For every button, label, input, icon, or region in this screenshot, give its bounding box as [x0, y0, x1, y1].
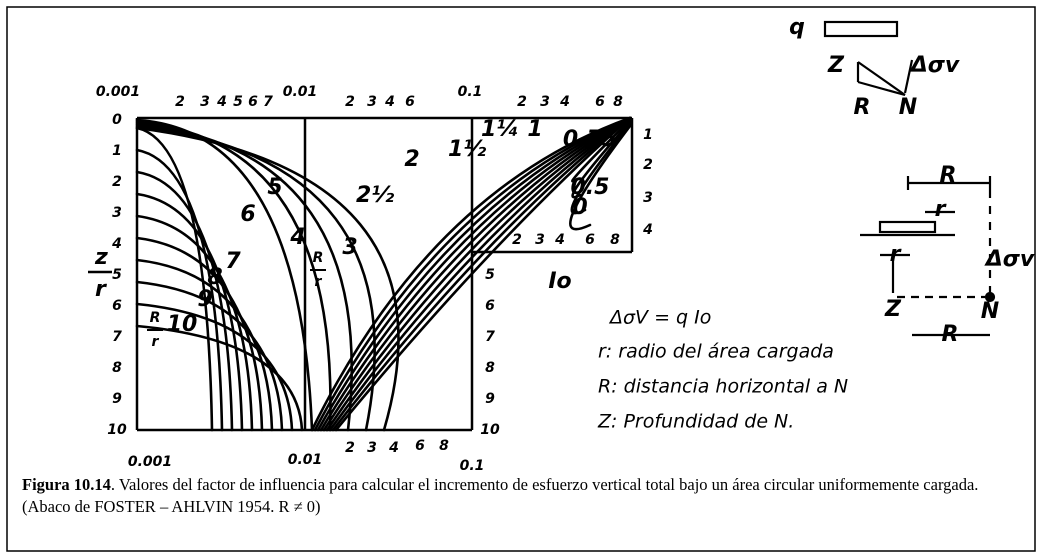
inset-bottom-label: 8 — [610, 232, 620, 248]
curve-label: 2½ — [356, 183, 394, 208]
y-title-num: z — [94, 245, 108, 270]
sketch-label: Z — [884, 297, 902, 322]
top-axis-label: 3 — [200, 94, 210, 110]
left-axis-label: 0 — [112, 112, 122, 128]
curve-label: 1¼ — [481, 117, 519, 142]
left-axis-label: 8 — [112, 360, 122, 376]
left-axis-label: 3 — [112, 205, 122, 221]
bottom-axis-label: 0.1 — [460, 458, 485, 474]
curve-label: 4 — [289, 225, 305, 250]
curve-label: 0 — [572, 195, 587, 220]
left-axis-label: 9 — [112, 391, 122, 407]
bottom-axis-label: 4 — [388, 440, 399, 456]
note: ΔσV = q Io — [608, 307, 711, 329]
right-axis-label: 7 — [485, 329, 495, 345]
bottom-axis-label: 6 — [415, 438, 425, 454]
inset-axis-title: Io — [548, 269, 571, 294]
note: Z: Profundidad de N. — [597, 411, 794, 433]
inset-right-label: 1 — [643, 127, 653, 143]
top-axis-label: 7 — [263, 94, 273, 110]
sketch-label: Δσv — [909, 53, 960, 78]
inset-bottom-label: 4 — [554, 232, 565, 248]
curve-label: 3 — [342, 235, 357, 260]
bottom-axis-label: 8 — [439, 438, 449, 454]
curve — [321, 118, 630, 430]
right-axis-label: 10 — [480, 422, 500, 438]
curve-param-num: R — [150, 310, 161, 326]
curve-label: 10 — [167, 312, 198, 337]
bottom-axis-label: 3 — [367, 440, 377, 456]
sketch-label: Δσv — [984, 247, 1035, 272]
inset-bottom-label: 6 — [585, 232, 595, 248]
top-axis-label: 0.001 — [96, 84, 140, 100]
curve-param-num: R — [313, 250, 324, 266]
bottom-axis-label: 0.001 — [128, 454, 172, 470]
inset-right-label: 2 — [643, 157, 653, 173]
curve-label: 9 — [197, 287, 212, 312]
top-axis-label: 0.1 — [458, 84, 483, 100]
sketch-label: R — [942, 322, 959, 347]
top-axis-label: 0.01 — [283, 84, 318, 100]
caption-text: . Valores del factor de influencia para … — [22, 475, 978, 516]
sketch-label: Z — [827, 53, 845, 78]
inset-right-label: 4 — [642, 222, 653, 238]
caption: Figura 10.14. Valores del factor de infl… — [22, 474, 1022, 518]
sketch-label: r — [890, 242, 902, 267]
inset-bottom-label: 2 — [512, 232, 522, 248]
left-axis-label: 7 — [112, 329, 122, 345]
left-axis-label: 4 — [111, 236, 122, 252]
top-axis-label: 5 — [233, 94, 243, 110]
top-axis-label: 4 — [216, 94, 227, 110]
curve-label: 8 — [207, 265, 222, 290]
inset-right-label: 3 — [643, 190, 653, 206]
bottom-axis-label: 2 — [345, 440, 355, 456]
sketch-label: r — [935, 197, 947, 222]
note: r: radio del área cargada — [598, 341, 834, 363]
curve-label: 0.75 — [563, 127, 617, 152]
sketch-label: R — [940, 163, 957, 188]
sketch — [825, 22, 994, 335]
left-axis-label: 6 — [112, 298, 122, 314]
curve-label: 7 — [225, 249, 241, 274]
curve — [137, 172, 232, 430]
curve-label: 2 — [404, 147, 419, 172]
sketch-label: R — [854, 95, 871, 120]
left-axis-label: 5 — [112, 267, 122, 283]
top-axis-label: 6 — [595, 94, 605, 110]
sketch-label: q — [789, 15, 805, 40]
curve — [137, 122, 330, 430]
right-axis-label: 6 — [485, 298, 495, 314]
right-axis-label: 5 — [485, 267, 495, 283]
curve-label: 5 — [267, 175, 282, 200]
top-axis-label: 6 — [405, 94, 415, 110]
curve-label: 1 — [527, 117, 542, 142]
top-axis-label: 8 — [613, 94, 623, 110]
top-axis-label: 3 — [540, 94, 550, 110]
left-axis-label: 10 — [107, 422, 127, 438]
curve-param-den: r — [315, 274, 323, 290]
right-axis-label: 8 — [485, 360, 495, 376]
page: z r 0.0012345670.0123460.123468012345678… — [0, 0, 1044, 559]
curve-label: 6 — [240, 202, 255, 227]
right-axis-label: 9 — [485, 391, 495, 407]
top-axis-label: 3 — [367, 94, 377, 110]
sketch-label: N — [981, 299, 999, 324]
bottom-axis-label: 0.01 — [288, 452, 323, 468]
top-axis-label: 4 — [559, 94, 570, 110]
left-axis-label: 2 — [112, 174, 122, 190]
note: R: distancia horizontal a N — [598, 376, 848, 398]
top-axis-label: 2 — [517, 94, 527, 110]
top-axis-label: 4 — [384, 94, 395, 110]
caption-label: Figura 10.14 — [22, 475, 111, 494]
curve-param-den: r — [152, 334, 160, 350]
top-axis-label: 2 — [175, 94, 185, 110]
top-axis-label: 6 — [248, 94, 258, 110]
sketch-label: N — [899, 95, 917, 120]
left-axis-label: 1 — [112, 143, 122, 159]
inset-bottom-label: 3 — [535, 232, 545, 248]
y-title-den: r — [95, 277, 107, 302]
top-axis-label: 2 — [345, 94, 355, 110]
